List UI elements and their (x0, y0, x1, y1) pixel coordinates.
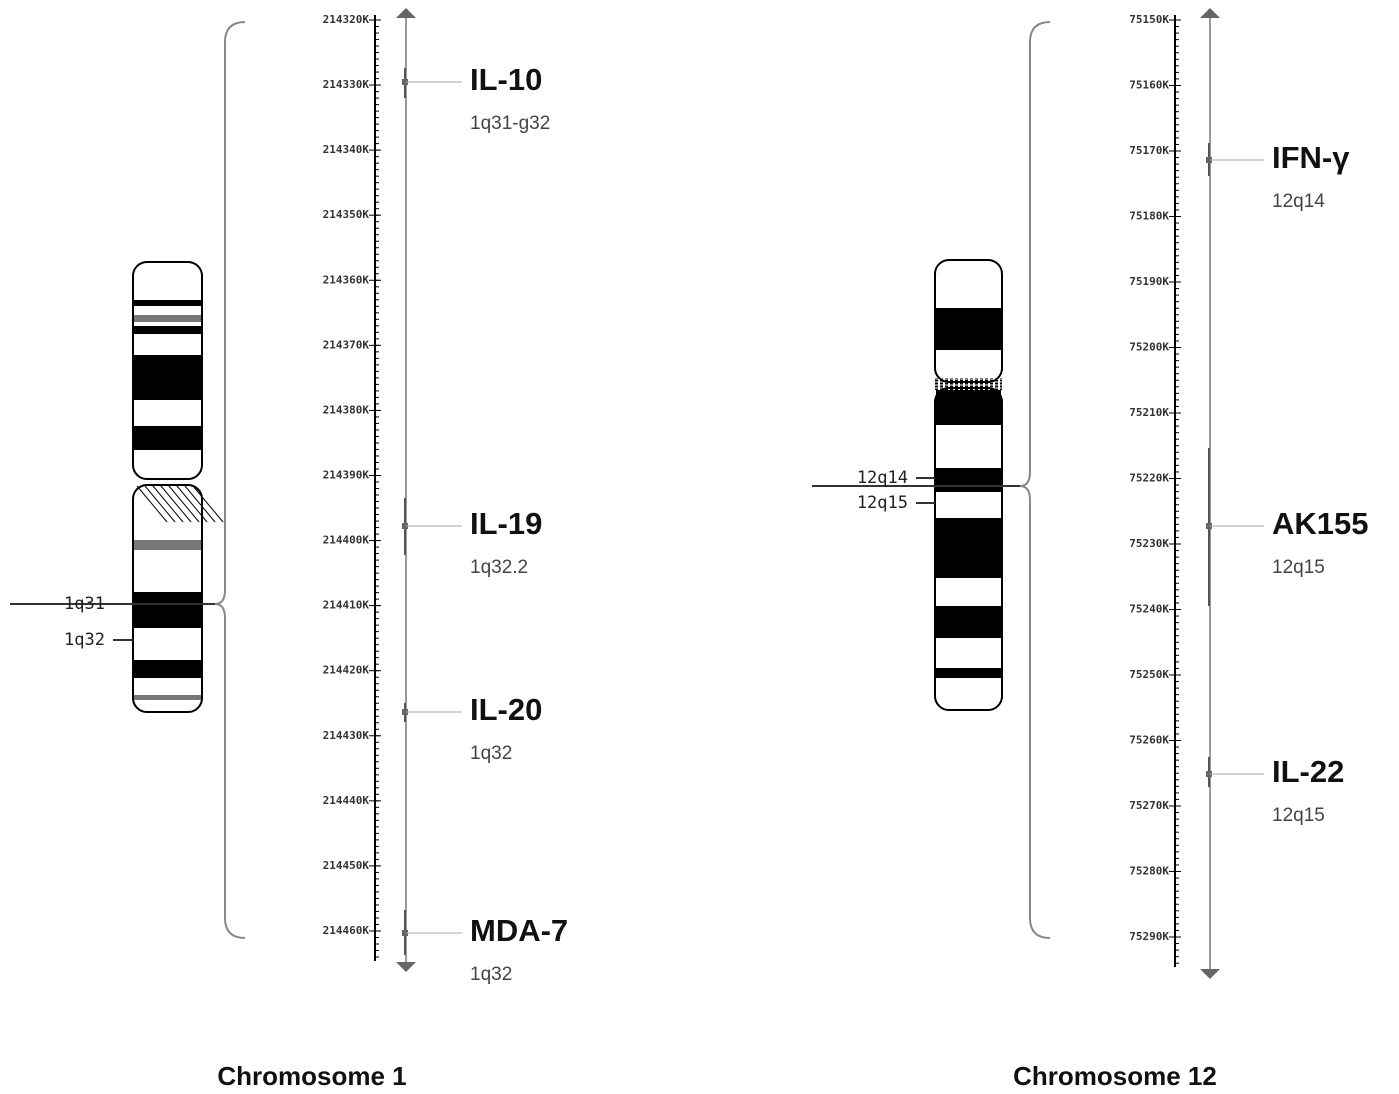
gene-marker (402, 930, 408, 936)
chromosome-band (134, 660, 201, 678)
chromosome-band (134, 695, 201, 700)
gene-marker (402, 709, 408, 715)
scale-label: 75230K (1129, 537, 1169, 550)
brace (1019, 21, 1051, 939)
gene-location: 12q15 (1272, 557, 1325, 578)
caption: Chromosome 12 (1013, 1061, 1217, 1091)
scale-label: 75240K (1129, 603, 1169, 616)
hatch (176, 485, 208, 523)
scale-label: 75290K (1129, 930, 1169, 943)
scale-label: 214320K (323, 13, 370, 26)
scale-label: 75170K (1129, 144, 1169, 157)
scale-label: 75260K (1129, 734, 1169, 747)
hatch (144, 485, 176, 523)
scale-label: 75280K (1129, 865, 1169, 878)
gene-location: 12q14 (1272, 191, 1325, 212)
hatch (168, 485, 200, 523)
chromosome-band (936, 308, 1001, 350)
chromosome-band (134, 426, 201, 450)
scale-label: 214370K (323, 338, 370, 351)
gene-marker (1206, 771, 1212, 777)
scale-label: 214410K (323, 599, 370, 612)
scale-label: 75210K (1129, 406, 1169, 419)
gene-location: 1q32 (470, 964, 512, 985)
gene-name: IL-20 (470, 692, 542, 727)
scale-label: 214340K (323, 143, 370, 156)
arrow-down (396, 962, 416, 972)
chromosome-band (936, 468, 1001, 492)
hatch (152, 485, 184, 523)
scale-label: 75250K (1129, 668, 1169, 681)
scale-label: 75200K (1129, 341, 1169, 354)
gene-name: IL-22 (1272, 754, 1344, 789)
chromosome-band (134, 326, 201, 334)
gene-name: IL-19 (470, 506, 542, 541)
gene-marker (402, 79, 408, 85)
gene-marker (1206, 523, 1212, 529)
scale-label: 214450K (323, 859, 370, 872)
scale-label: 75150K (1129, 13, 1169, 26)
hatch (136, 485, 168, 523)
scale-label: 214440K (323, 794, 370, 807)
gene-marker (402, 523, 408, 529)
caption: Chromosome 1 (217, 1061, 406, 1091)
arrow-down (1200, 969, 1220, 979)
scale-label: 214460K (323, 924, 370, 937)
scale-label: 75220K (1129, 472, 1169, 485)
gene-name: IL-10 (470, 62, 542, 97)
gene-location: 1q32 (470, 743, 512, 764)
chromosome-band (936, 390, 1001, 425)
gene-marker (1206, 157, 1212, 163)
chromosome-band (936, 606, 1001, 638)
scale-label: 214390K (323, 468, 370, 481)
hatch (184, 485, 216, 523)
scale-label: 75180K (1129, 210, 1169, 223)
arrow-up (1200, 8, 1220, 18)
scale-label: 214420K (323, 664, 370, 677)
scale-label: 214350K (323, 208, 370, 221)
scale-label: 214360K (323, 273, 370, 286)
chromosome-band (134, 300, 201, 306)
chromosome-band (936, 668, 1001, 678)
scale-label: 75190K (1129, 275, 1169, 288)
band-label: 1q31 (64, 594, 105, 614)
scale-label: 75270K (1129, 799, 1169, 812)
band-label: 12q15 (857, 493, 908, 513)
chromosome-band (134, 592, 201, 628)
hatch (160, 485, 192, 523)
arrow-up (396, 8, 416, 18)
gene-name: MDA-7 (470, 913, 568, 948)
chromosome-band (134, 540, 201, 550)
scale-label: 214330K (323, 78, 370, 91)
scale-label: 75160K (1129, 79, 1169, 92)
chromosome-band (936, 518, 1001, 578)
gene-location: 1q32.2 (470, 557, 528, 578)
hatch (192, 485, 224, 523)
band-label: 12q14 (857, 468, 908, 488)
scale-label: 214400K (323, 534, 370, 547)
chromosome-band (134, 315, 201, 322)
gene-location: 1q31-g32 (470, 113, 550, 134)
band-label: 1q32 (64, 630, 105, 650)
scale-label: 214380K (323, 403, 370, 416)
scale-label: 214430K (323, 729, 370, 742)
gene-name: IFN-γ (1272, 140, 1350, 175)
brace (214, 21, 246, 939)
gene-location: 12q15 (1272, 805, 1325, 826)
chromosome-band (134, 355, 201, 400)
gene-name: AK155 (1272, 506, 1369, 541)
